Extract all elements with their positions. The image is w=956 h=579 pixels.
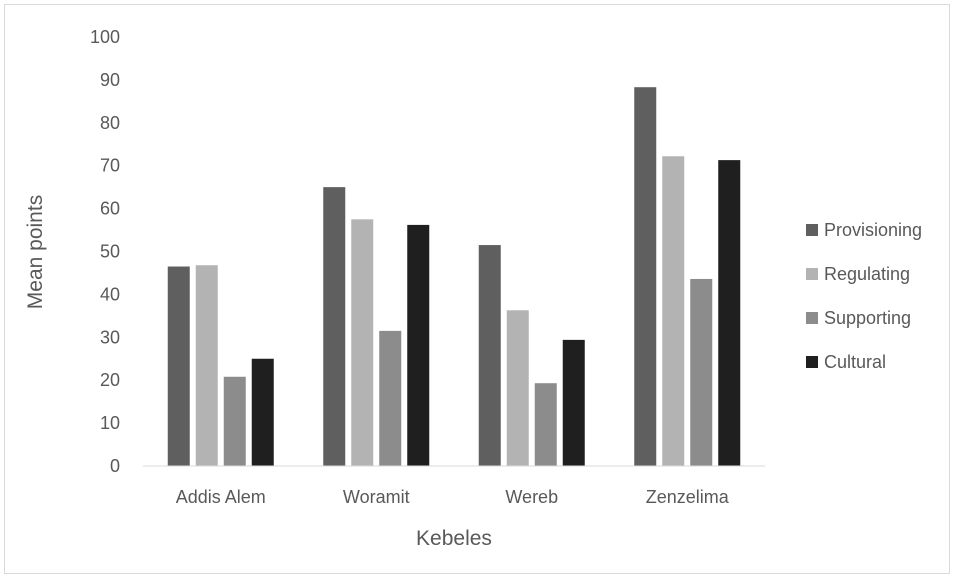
legend-swatch: [806, 268, 818, 280]
chart-frame: [4, 4, 950, 574]
y-tick-label: 60: [100, 199, 120, 219]
bar: [562, 339, 585, 466]
bar: [690, 278, 713, 466]
y-axis-title: Mean points: [24, 195, 47, 309]
y-tick-label: 30: [100, 327, 120, 347]
bar: [506, 310, 529, 466]
bar: [407, 224, 430, 466]
y-tick-label: 80: [100, 113, 120, 133]
bar: [634, 87, 657, 467]
y-tick-label: 20: [100, 370, 120, 390]
y-tick-label: 100: [90, 27, 120, 47]
x-tick-label: Zenzelima: [646, 487, 730, 507]
bar: [351, 219, 374, 466]
legend-label: Cultural: [824, 352, 886, 372]
legend-swatch: [806, 224, 818, 236]
bar: [718, 160, 741, 467]
x-axis-ticks: Addis Alem Woramit Wereb Zenzelima: [176, 487, 730, 507]
bar: [195, 265, 218, 466]
legend-label: Provisioning: [824, 220, 922, 240]
legend-swatch: [806, 312, 818, 324]
y-tick-label: 0: [110, 456, 120, 476]
legend-label: Regulating: [824, 264, 910, 284]
bar: [323, 187, 346, 466]
bar: [379, 330, 402, 466]
y-tick-label: 10: [100, 413, 120, 433]
bar: [223, 376, 246, 466]
x-tick-label: Wereb: [505, 487, 558, 507]
x-axis-title: Kebeles: [416, 527, 492, 550]
bars: [167, 87, 741, 467]
legend-swatch: [806, 356, 818, 368]
bar: [478, 245, 501, 466]
y-tick-label: 40: [100, 284, 120, 304]
y-axis-ticks: 0 10 20 30 40 50 60 70 80 90 100: [90, 27, 120, 476]
y-tick-label: 90: [100, 70, 120, 90]
y-tick-label: 70: [100, 156, 120, 176]
legend-label: Supporting: [824, 308, 911, 328]
x-tick-label: Woramit: [343, 487, 410, 507]
bar: [534, 383, 557, 466]
y-tick-label: 50: [100, 242, 120, 262]
x-tick-label: Addis Alem: [176, 487, 266, 507]
bar: [662, 156, 685, 466]
legend: Provisioning Regulating Supporting Cultural: [806, 220, 922, 372]
bar: [167, 266, 190, 466]
bar: [251, 358, 274, 466]
